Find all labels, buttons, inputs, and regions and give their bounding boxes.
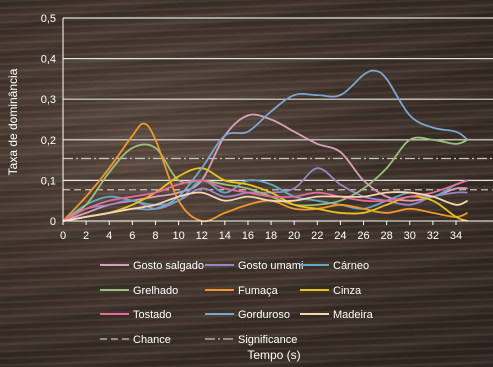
axes: 00,10,20,30,40,50 2 4 6 8 10 12 14 16 18 20 22 24 26 2…	[41, 13, 493, 242]
x-tick-label: 18	[265, 230, 277, 242]
legend-label-carneo: Cárneo	[333, 260, 369, 272]
series-lines	[62, 69, 469, 223]
y-tick-label: 0,1	[41, 175, 56, 187]
x-tick-label: 14	[219, 230, 231, 242]
x-tick-label: 28	[381, 230, 393, 242]
x-tick-label: 24	[334, 230, 346, 242]
x-axis-title: Tempo (s)	[247, 348, 300, 362]
legend-label-gosto-umami: Gosto umami	[238, 260, 303, 272]
x-tick-label: 0	[60, 230, 66, 242]
x-tick-label: 32	[427, 230, 439, 242]
y-tick-label: 0,3	[41, 94, 56, 106]
x-tick-label: 2	[83, 230, 89, 242]
legend-label-cinza: Cinza	[333, 285, 362, 297]
x-tick-label: 26	[357, 230, 369, 242]
x-tick-label: 20	[288, 230, 300, 242]
y-tick-label: 0,5	[41, 13, 56, 25]
legend-label-tostado: Tostado	[133, 309, 172, 321]
y-tick-label: 0	[50, 216, 56, 228]
y-tick-label: 0,2	[41, 135, 56, 147]
legend-label-significance: Significance	[238, 334, 297, 346]
reference-lines	[63, 157, 493, 191]
legend-label-gosto-salgado: Gosto salgado	[133, 260, 204, 272]
x-tick-label: 22	[311, 230, 323, 242]
legend-label-chance: Chance	[133, 334, 171, 346]
y-axis-title: Taxa de dominância	[6, 68, 20, 175]
x-tick-label: 4	[106, 230, 112, 242]
y-tick-label: 0,4	[41, 54, 56, 66]
series-line-madeira	[62, 191, 468, 222]
gridlines	[63, 17, 493, 181]
legend-label-madeira: Madeira	[333, 309, 374, 321]
legend-label-grelhado: Grelhado	[133, 285, 178, 297]
x-tick-label: 6	[129, 230, 135, 242]
x-tick-label: 30	[404, 230, 416, 242]
x-tick-label: 12	[196, 230, 208, 242]
legend: Gosto salgado Gosto umami Cárneo Grelhado Fu…	[100, 260, 374, 346]
x-tick-label: 10	[172, 230, 184, 242]
x-tick-label: 34	[450, 230, 462, 242]
series-line-fumaca	[62, 122, 468, 223]
x-tick-label: 16	[242, 230, 254, 242]
series-line-tostado	[62, 179, 468, 222]
legend-label-gorduroso: Gorduroso	[238, 309, 290, 321]
legend-label-fumaca: Fumaça	[238, 285, 279, 297]
x-tick-label: 8	[152, 230, 158, 242]
